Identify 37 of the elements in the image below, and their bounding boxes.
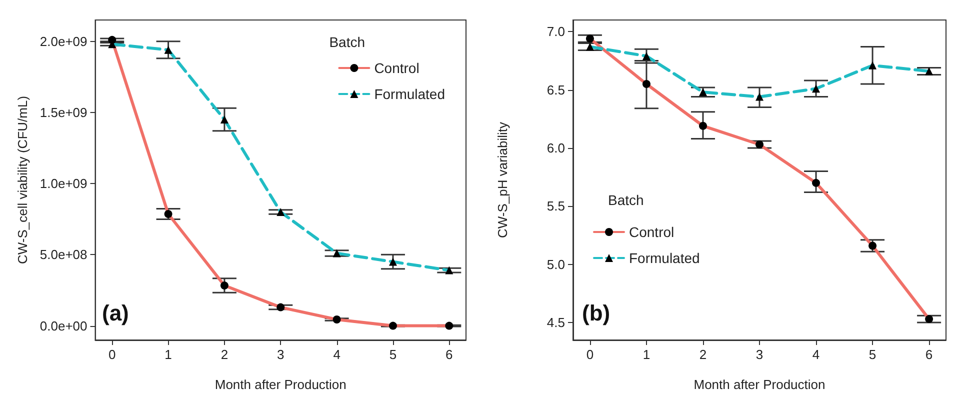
x-tick-label: 3 (756, 347, 764, 362)
x-tick-label: 0 (108, 347, 116, 362)
x-axis-title: Month after Production (214, 377, 346, 392)
x-tick-label: 1 (642, 347, 650, 362)
x-tick-label: 6 (925, 347, 933, 362)
y-tick-label: 6.5 (546, 82, 565, 98)
y-tick-label: 2.0e+09 (40, 34, 88, 49)
legend-label: Formulated (374, 86, 446, 102)
x-tick-label: 2 (220, 347, 228, 362)
x-tick-label: 0 (586, 347, 594, 362)
legend-label: Formulated (629, 250, 700, 266)
y-tick-label: 1.0e+09 (40, 176, 88, 192)
annotation: (a) (102, 300, 129, 326)
x-tick-label: 3 (277, 347, 284, 362)
legend-title: Batch (329, 34, 366, 50)
y-tick-label: 1.5e+09 (40, 104, 88, 120)
legend-label: Control (629, 224, 674, 240)
x-tick-label: 4 (333, 347, 340, 362)
y-tick-label: 4.5 (546, 315, 565, 330)
x-tick-label: 4 (812, 347, 820, 362)
y-tick-label: 7.0 (546, 24, 565, 40)
x-axis-title: Month after Production (694, 377, 826, 392)
legend-title: Batch (608, 192, 644, 208)
y-tick-label: 6.0 (546, 140, 565, 156)
y-axis-title: CW-S_pH variability (495, 121, 510, 238)
x-tick-label: 2 (699, 347, 707, 362)
x-tick-label: 5 (868, 347, 876, 362)
annotation: (b) (582, 300, 610, 326)
y-axis-title: CW-S_cell viability (CFU/mL) (15, 96, 30, 264)
x-tick-label: 6 (446, 347, 453, 362)
x-tick-label: 1 (164, 347, 172, 362)
y-tick-label: 5.0e+08 (40, 247, 88, 262)
legend-label: Control (374, 60, 420, 76)
y-tick-label: 5.0 (546, 256, 565, 272)
x-tick-label: 5 (389, 347, 397, 362)
y-tick-label: 5.5 (546, 198, 565, 214)
y-tick-label: 0.0e+00 (40, 318, 88, 334)
